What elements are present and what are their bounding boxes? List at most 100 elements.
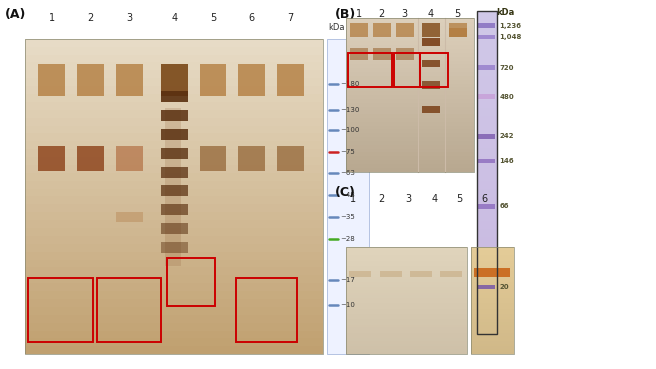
Bar (346, 68, 474, 72)
Text: 4: 4 (431, 194, 438, 204)
Bar (25, 110, 323, 118)
Bar (25, 173, 323, 181)
Bar (471, 263, 514, 266)
Bar (161, 148, 188, 159)
Bar (116, 146, 143, 171)
Text: 2: 2 (379, 9, 385, 19)
Bar (471, 328, 514, 330)
Bar (25, 323, 323, 331)
Bar (346, 152, 474, 156)
Text: kDa: kDa (328, 23, 344, 32)
Bar (346, 45, 474, 49)
Bar (346, 258, 467, 261)
Bar (346, 266, 467, 269)
Bar (25, 55, 323, 62)
Bar (478, 94, 495, 99)
Bar (161, 166, 188, 177)
Bar (25, 165, 323, 173)
Bar (77, 146, 104, 171)
Text: 242: 242 (499, 133, 514, 139)
Bar (410, 271, 432, 277)
Bar (396, 48, 414, 60)
Bar (346, 57, 474, 61)
Bar (38, 64, 65, 96)
Bar (25, 268, 323, 275)
Text: 7: 7 (287, 13, 294, 23)
Bar (477, 237, 497, 245)
Bar (346, 338, 467, 341)
Text: 6: 6 (481, 194, 487, 204)
Bar (346, 118, 474, 122)
Bar (346, 91, 474, 95)
Bar (471, 333, 514, 335)
Bar (161, 223, 188, 234)
Bar (346, 261, 467, 263)
Bar (346, 309, 467, 311)
Bar (346, 253, 467, 255)
Bar (477, 11, 497, 19)
Bar (478, 35, 495, 39)
Bar (346, 341, 467, 344)
Bar (346, 293, 467, 295)
Text: 66: 66 (499, 203, 508, 210)
Bar (25, 39, 323, 354)
Bar (346, 49, 474, 53)
Bar (346, 269, 467, 271)
Bar (477, 165, 497, 173)
Bar (346, 164, 474, 168)
Text: ~28: ~28 (340, 236, 354, 242)
Bar (477, 173, 497, 180)
Bar (478, 204, 495, 208)
Bar (471, 314, 514, 317)
Bar (477, 286, 497, 294)
Bar (346, 145, 474, 149)
Bar (167, 258, 215, 306)
Bar (471, 285, 514, 287)
Bar (471, 309, 514, 311)
Bar (471, 293, 514, 295)
Bar (346, 320, 467, 322)
Bar (161, 110, 188, 121)
Bar (236, 278, 297, 342)
Bar (474, 268, 510, 277)
Text: ~180: ~180 (340, 82, 359, 87)
Bar (449, 28, 466, 37)
Bar (346, 274, 467, 277)
Bar (161, 204, 188, 215)
Bar (350, 23, 367, 37)
Bar (25, 244, 323, 252)
Bar (25, 204, 323, 212)
Bar (471, 320, 514, 322)
Bar (471, 255, 514, 258)
Bar (346, 87, 474, 91)
Text: 146: 146 (499, 158, 514, 164)
Bar (471, 247, 514, 354)
Bar (346, 137, 474, 141)
Bar (25, 197, 323, 204)
Text: 5: 5 (456, 194, 462, 204)
Bar (116, 64, 143, 96)
Bar (199, 146, 226, 171)
Bar (277, 146, 304, 171)
Bar (161, 64, 188, 96)
Bar (422, 60, 440, 68)
Bar (471, 330, 514, 333)
Bar (477, 213, 497, 221)
Bar (346, 311, 467, 314)
Bar (471, 303, 514, 306)
Text: 1: 1 (49, 13, 55, 23)
Bar (477, 245, 497, 253)
Bar (161, 129, 188, 140)
Bar (277, 64, 304, 96)
Bar (471, 317, 514, 320)
Bar (25, 181, 323, 189)
Bar (346, 285, 467, 287)
Bar (350, 271, 371, 277)
Text: 2: 2 (87, 13, 94, 23)
Bar (477, 148, 497, 156)
Bar (116, 212, 143, 222)
Bar (346, 271, 467, 274)
Bar (346, 263, 467, 266)
Bar (25, 133, 323, 141)
Bar (25, 62, 323, 70)
